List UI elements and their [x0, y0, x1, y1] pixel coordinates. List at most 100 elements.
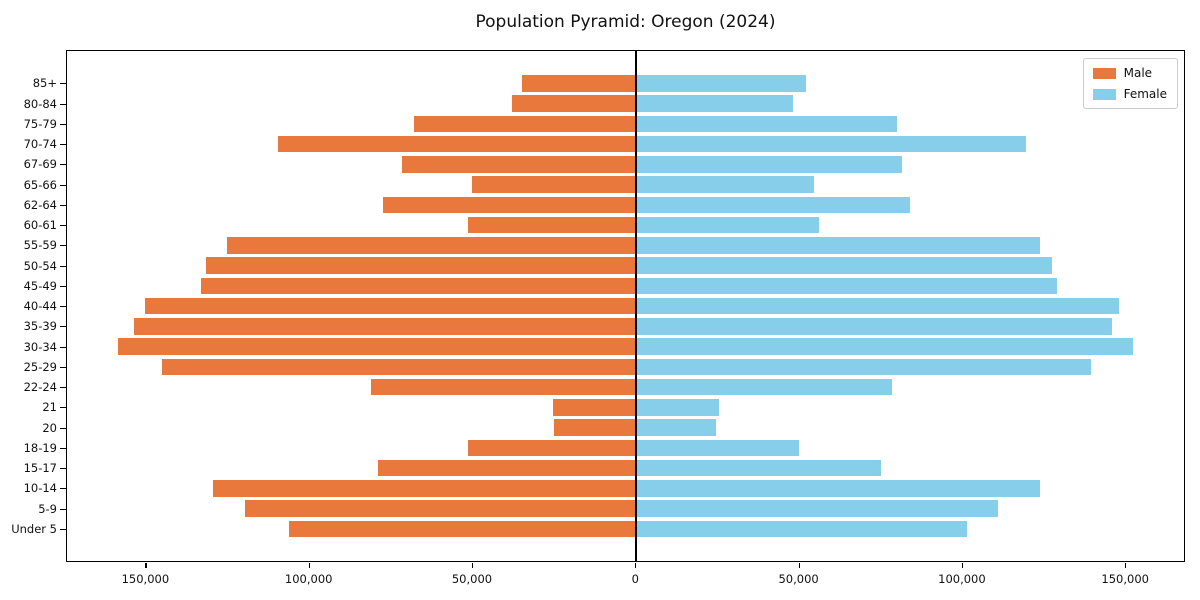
male-pane: [67, 277, 636, 294]
y-tick-mark: [60, 447, 66, 449]
pyramid-row-70-74: 70-74: [24, 135, 1184, 153]
female-pane: [636, 75, 1184, 92]
female-pane: [636, 156, 1184, 173]
y-tick-mark: [60, 528, 66, 530]
y-tick-label: 65-66: [23, 177, 57, 192]
pyramid-row-22-24: 22-24: [24, 378, 1184, 396]
y-tick-label: 85+: [32, 76, 57, 91]
male-bar: [511, 95, 636, 112]
male-pane: [67, 399, 636, 416]
male-pane: [67, 75, 636, 92]
female-bar: [636, 419, 716, 436]
male-pane: [67, 135, 636, 153]
female-bar: [636, 297, 1119, 315]
y-tick-mark: [60, 265, 66, 267]
y-tick-label: 70-74: [23, 137, 57, 151]
legend-item-male: Male: [1092, 66, 1167, 80]
female-bar: [636, 459, 881, 477]
pyramid-row-35-39: 35-39: [24, 318, 1184, 335]
male-pane: [67, 156, 636, 173]
pyramid-row-5-9: 5-9: [38, 500, 1184, 517]
y-tick-mark: [60, 407, 66, 409]
male-pane: [67, 176, 636, 193]
y-tick-label: 30-34: [23, 339, 57, 354]
male-swatch-icon: [1092, 67, 1116, 79]
pyramid-row-67-69: 67-69: [24, 156, 1184, 173]
x-tick-mark: [635, 562, 637, 568]
y-tick-label: 60-61: [23, 218, 57, 232]
bar-rows-container: 85+ 80-84 75-79 70-74 67-69 65-66 62-64 60-61 55…: [11, 51, 1184, 561]
y-tick-label: 75-79: [23, 116, 57, 131]
pyramid-row-75-79: 75-79: [24, 115, 1184, 132]
pyramid-row-under-5: Under 5: [11, 520, 1184, 537]
female-pane: [636, 480, 1184, 497]
female-bar: [636, 95, 793, 112]
x-tick-label: 100,000: [284, 572, 333, 586]
x-tick-label: 100,000: [938, 572, 986, 586]
male-bar: [371, 378, 636, 396]
female-pane: [636, 500, 1184, 517]
x-tick-mark: [471, 562, 474, 568]
male-bar: [212, 480, 636, 497]
female-pane: [636, 378, 1184, 396]
female-bar: [636, 378, 893, 396]
x-tick-mark: [1125, 562, 1127, 568]
male-bar: [472, 176, 636, 193]
female-pane: [636, 176, 1184, 193]
male-pane: [67, 419, 636, 436]
female-pane: [636, 196, 1184, 213]
pyramid-row-10-14: 10-14: [24, 480, 1184, 497]
x-tick-mark: [798, 562, 800, 568]
female-pane: [636, 277, 1184, 294]
female-bar: [636, 176, 814, 193]
male-bar: [227, 237, 636, 254]
y-tick-label: 80-84: [23, 96, 57, 111]
male-pane: [67, 459, 636, 477]
female-bar: [636, 358, 1092, 375]
female-pane: [636, 237, 1184, 254]
female-bar: [636, 277, 1057, 294]
male-bar: [117, 338, 636, 355]
female-pane: [636, 358, 1184, 375]
male-pane: [67, 439, 636, 456]
female-swatch-icon: [1092, 88, 1116, 100]
y-tick-mark: [60, 346, 66, 348]
y-tick-label: 15-17: [23, 461, 57, 475]
male-pane: [67, 257, 636, 274]
y-tick-label: 10-14: [23, 481, 57, 496]
female-bar: [636, 399, 720, 416]
female-bar: [636, 480, 1041, 497]
y-tick-mark: [60, 83, 66, 85]
female-bar: [636, 75, 806, 92]
male-bar: [554, 419, 636, 436]
y-tick-label: 25-29: [23, 359, 57, 374]
female-pane: [636, 419, 1184, 436]
legend: Male Female: [1082, 58, 1178, 109]
x-tick-label: 150,000: [121, 572, 170, 586]
male-pane: [67, 237, 636, 254]
x-tick-mark: [308, 562, 310, 568]
female-pane: [636, 135, 1184, 153]
male-pane: [67, 520, 636, 537]
male-pane: [67, 318, 636, 335]
female-bar: [636, 520, 968, 537]
zero-axis-line: [635, 51, 637, 561]
pyramid-row-62-64: 62-64: [24, 196, 1184, 213]
male-bar: [134, 318, 636, 335]
male-bar: [467, 216, 636, 234]
male-bar: [289, 520, 636, 537]
y-tick-mark: [60, 285, 66, 287]
y-tick-mark: [60, 103, 66, 105]
pyramid-row-55-59: 55-59: [24, 237, 1184, 254]
pyramid-row-40-44: 40-44: [24, 297, 1184, 315]
pyramid-row-85+: 85+: [33, 75, 1184, 92]
female-pane: [636, 297, 1184, 315]
plot-area: 85+ 80-84 75-79 70-74 67-69 65-66 62-64 60-61 55…: [11, 50, 1185, 586]
male-bar: [467, 439, 636, 456]
pyramid-row-60-61: 60-61: [24, 216, 1184, 234]
y-tick-label: 62-64: [23, 197, 57, 212]
y-tick-mark: [60, 326, 66, 328]
male-pane: [67, 297, 636, 315]
y-tick-label: 50-54: [23, 258, 57, 273]
